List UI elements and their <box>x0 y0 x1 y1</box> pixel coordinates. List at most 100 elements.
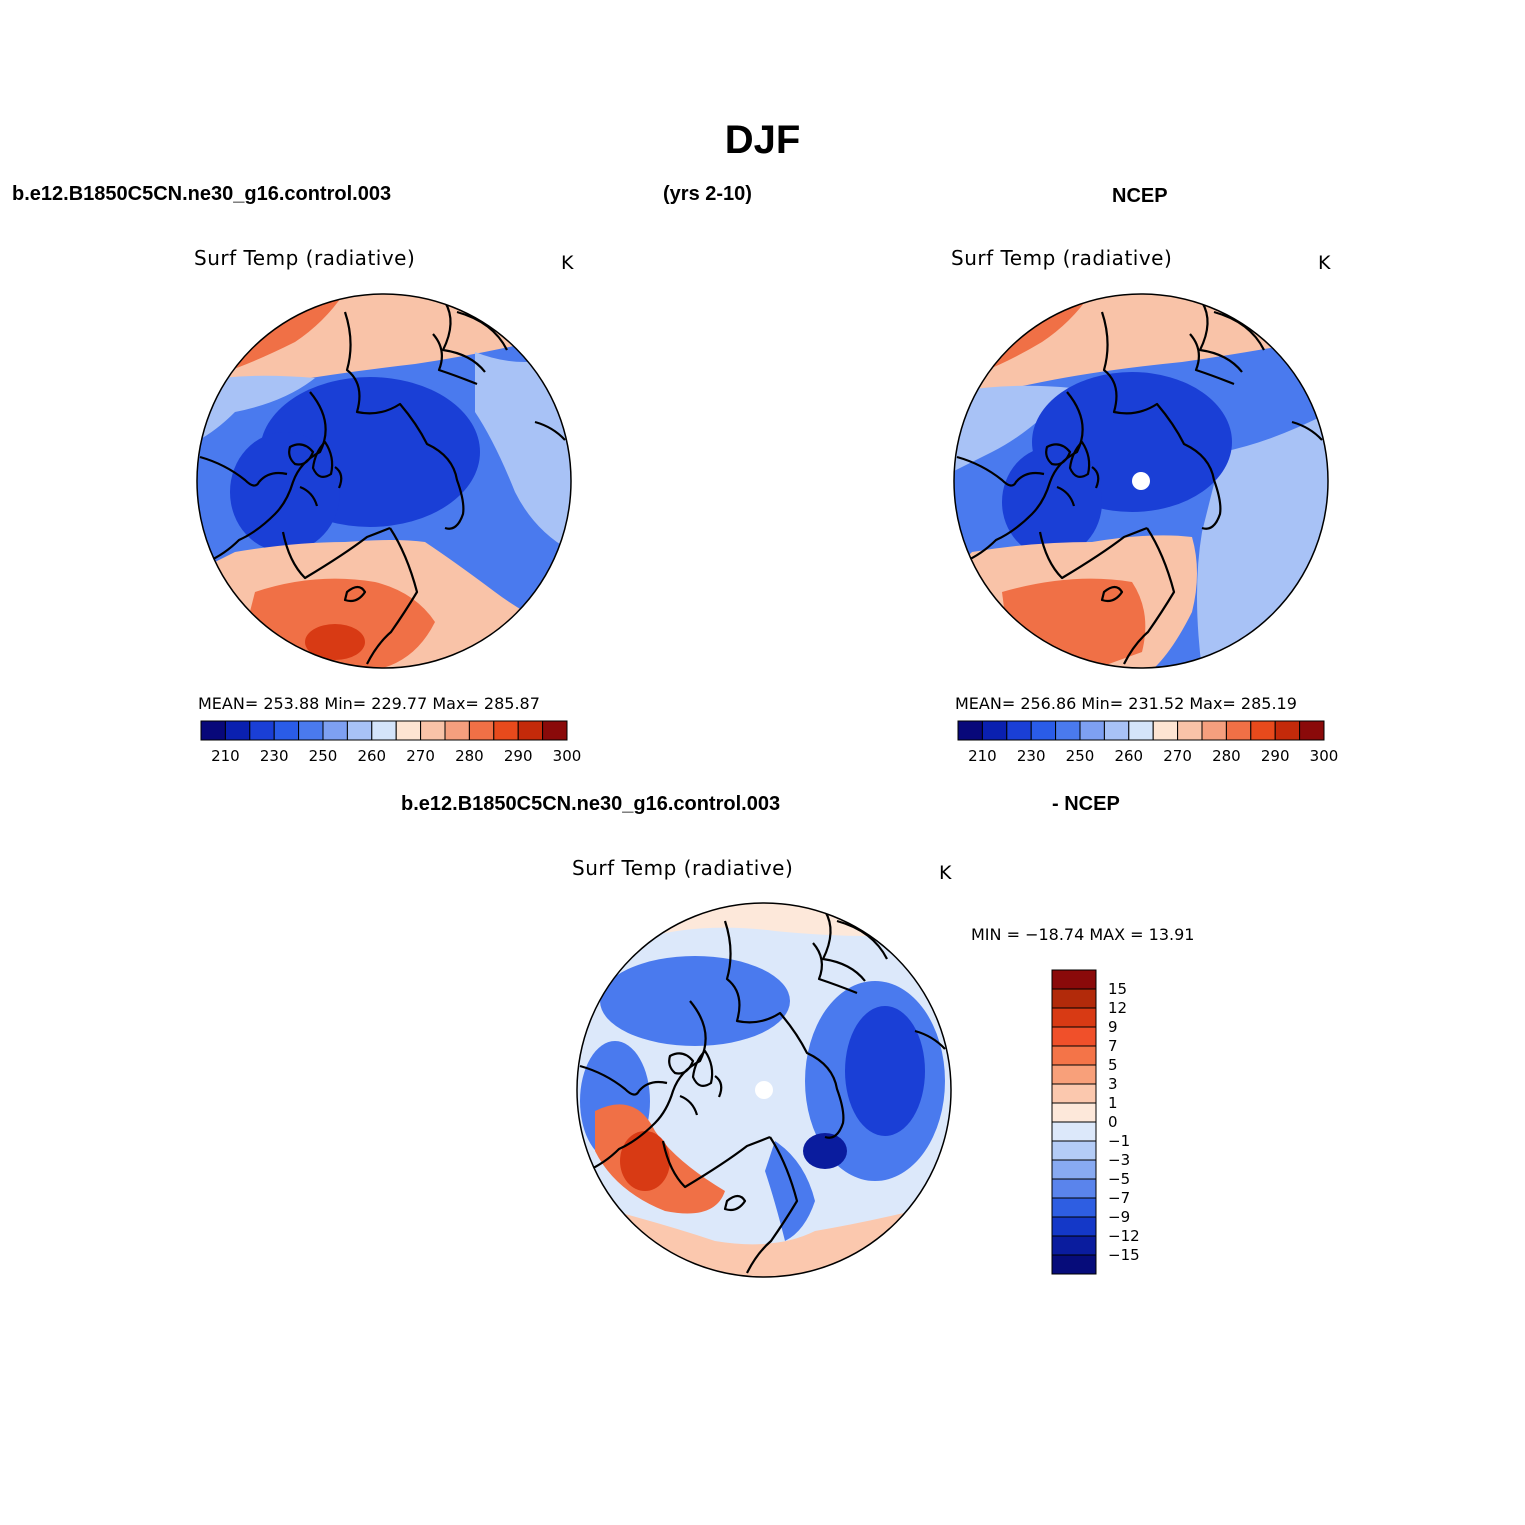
colorbar-label: 250 <box>1066 747 1095 765</box>
colorbar-swatch <box>395 720 422 741</box>
alaska-cool <box>954 385 1072 472</box>
colorbar-swatch <box>517 720 544 741</box>
coastline <box>679 1094 699 1116</box>
coastline <box>456 310 508 351</box>
canada-cold-core <box>230 432 340 552</box>
colorbar-swatch <box>1103 720 1130 741</box>
years-label: (yrs 2-10) <box>663 183 752 205</box>
colorbar-swatch <box>1051 1045 1097 1066</box>
colorbar-swatch <box>1051 1197 1097 1218</box>
colorbar-swatch <box>1079 720 1105 741</box>
diff-panel-units: K <box>939 862 952 884</box>
colorbar-swatch <box>1051 1121 1097 1142</box>
colorbar-swatch <box>1128 720 1154 741</box>
colorbar-swatch <box>371 720 397 741</box>
colorbar-swatch <box>1225 720 1252 741</box>
atlantic-warm-core <box>1002 578 1146 668</box>
colorbar-swatch <box>1030 720 1057 741</box>
colorbar-label: 210 <box>211 747 240 765</box>
diff-stats: MIN = −18.74 MAX = 13.91 <box>971 925 1195 944</box>
colorbar-label: −7 <box>1108 1189 1130 1207</box>
model-stats: MEAN= 253.88 Min= 229.77 Max= 285.87 <box>198 694 540 713</box>
colorbar-label: 300 <box>553 747 582 765</box>
obs-panel-units: K <box>1318 252 1331 274</box>
pole-mask <box>1132 472 1150 490</box>
coastline <box>299 485 319 507</box>
obs-stats: MEAN= 256.86 Min= 231.52 Max= 285.19 <box>955 694 1297 713</box>
colorbar-swatch <box>1051 1178 1097 1199</box>
coastlines <box>956 301 1323 665</box>
coastline <box>836 919 888 960</box>
colorbar-label: 260 <box>357 747 386 765</box>
map-border <box>196 293 572 669</box>
coastline <box>1068 440 1091 478</box>
barents-cold-core <box>803 1133 847 1169</box>
coastline <box>1198 301 1243 373</box>
siberia-light <box>475 352 571 552</box>
coastline <box>821 910 866 982</box>
colorbar-label: 300 <box>1310 747 1339 765</box>
colorbar-label: 270 <box>1163 747 1192 765</box>
coastline <box>914 1029 946 1050</box>
colorbar-swatch <box>444 720 470 741</box>
colorbar-swatch <box>298 720 324 741</box>
model-panel-title: Surf Temp (radiative) <box>194 246 416 270</box>
alaska-cold-anom <box>600 956 790 1046</box>
colorbar-swatch <box>420 720 446 741</box>
diff-case-label: b.e12.B1850C5CN.ne30_g16.control.003 <box>401 793 781 815</box>
colorbar-swatch <box>1152 720 1179 741</box>
colorbar-swatch <box>249 720 275 741</box>
diff-polar-map <box>576 902 952 1278</box>
coastline <box>1213 310 1265 351</box>
map-border <box>953 293 1329 669</box>
coastline <box>1123 527 1176 665</box>
colorbar-swatch <box>273 720 300 741</box>
colorbar-swatch <box>346 720 373 741</box>
coastline <box>534 420 566 441</box>
colorbar-swatch <box>1177 720 1203 741</box>
coastlines <box>199 301 566 665</box>
coastline <box>1291 420 1323 441</box>
colorbar-label: 290 <box>1261 747 1290 765</box>
colorbar-swatch <box>1051 1026 1097 1047</box>
colorbar-swatch <box>1051 1159 1097 1180</box>
obs-label: NCEP <box>1112 185 1168 207</box>
colorbar-swatch <box>542 720 568 741</box>
colorbar-label: 12 <box>1108 999 1127 1017</box>
obs-colorbar: 210 230 250 260 270 280 290 300 <box>957 720 1338 765</box>
coastline <box>366 527 419 665</box>
coastline <box>691 1049 714 1087</box>
colorbar-label: −12 <box>1108 1227 1140 1245</box>
colorbar-swatch <box>957 720 983 741</box>
colorbar-label: 280 <box>455 747 484 765</box>
diff-panel-title: Surf Temp (radiative) <box>572 856 794 880</box>
colorbar-swatch <box>1201 720 1227 741</box>
colorbar-label: 7 <box>1108 1037 1118 1055</box>
map-border <box>576 902 952 1278</box>
colorbar-swatch <box>1299 720 1325 741</box>
colorbar-swatch <box>1051 1235 1097 1256</box>
colorbar-label: 230 <box>1017 747 1046 765</box>
model-polar-map <box>196 293 572 669</box>
colorbar-swatch <box>1055 720 1081 741</box>
colorbar-label: 230 <box>260 747 289 765</box>
coastline <box>343 311 465 530</box>
colorbar-label: 290 <box>504 747 533 765</box>
colorbar-label: −9 <box>1108 1208 1130 1226</box>
colorbar-label: 3 <box>1108 1075 1118 1093</box>
colorbar-swatch <box>224 720 251 741</box>
coastline <box>281 526 391 580</box>
coastline <box>1100 585 1124 603</box>
coastline <box>723 1194 747 1212</box>
coastline <box>661 1135 771 1189</box>
diff-obs-label: - NCEP <box>1052 793 1120 815</box>
colorbar-label: −1 <box>1108 1132 1130 1150</box>
coastline <box>288 443 315 466</box>
coastline <box>343 585 367 603</box>
coastline <box>714 1075 723 1098</box>
pole-mask <box>755 1081 773 1099</box>
colorbar-swatch <box>1051 988 1097 1009</box>
colorbar-swatch <box>1006 720 1032 741</box>
coastline <box>199 455 288 487</box>
